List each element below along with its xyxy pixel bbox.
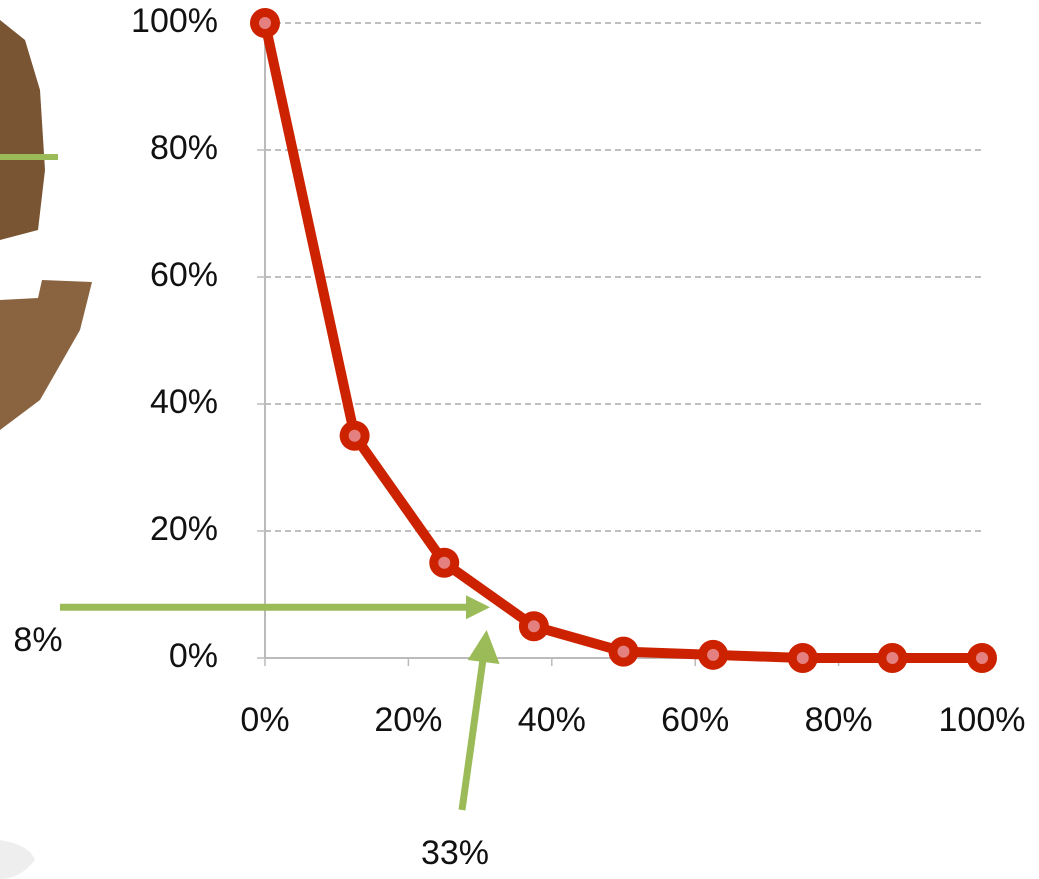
x-tick-label: 0% <box>240 701 289 739</box>
x-tick-label: 60% <box>661 701 729 739</box>
x-tick-label: 40% <box>518 701 586 739</box>
marker-highlight <box>259 17 271 29</box>
y-tick-label: 20% <box>150 510 218 548</box>
y-tick-label: 0% <box>169 637 218 675</box>
y-tick-label: 80% <box>150 129 218 167</box>
y-tick-label: 40% <box>150 383 218 421</box>
marker-highlight <box>438 556 451 569</box>
line-series <box>260 21 982 663</box>
annotation-arrow <box>458 654 488 811</box>
y-tick-label: 60% <box>150 256 218 294</box>
annotation-label: 33% <box>421 834 489 872</box>
marker-highlight <box>976 652 988 664</box>
marker-highlight <box>796 652 809 664</box>
x-tick-label: 20% <box>374 701 442 739</box>
marker-highlight <box>886 652 899 664</box>
marker-highlight <box>527 620 540 633</box>
decoration <box>0 20 92 879</box>
marker-highlight <box>617 645 630 658</box>
y-tick-label: 100% <box>131 2 218 40</box>
arrow-head <box>467 630 500 664</box>
arrow-head <box>466 595 490 620</box>
x-tick-label: 80% <box>805 701 873 739</box>
marker-highlight <box>707 648 720 661</box>
x-tick-label: 100% <box>939 701 1026 739</box>
annotation-label: 8% <box>13 621 62 659</box>
marker-highlight <box>348 429 361 442</box>
